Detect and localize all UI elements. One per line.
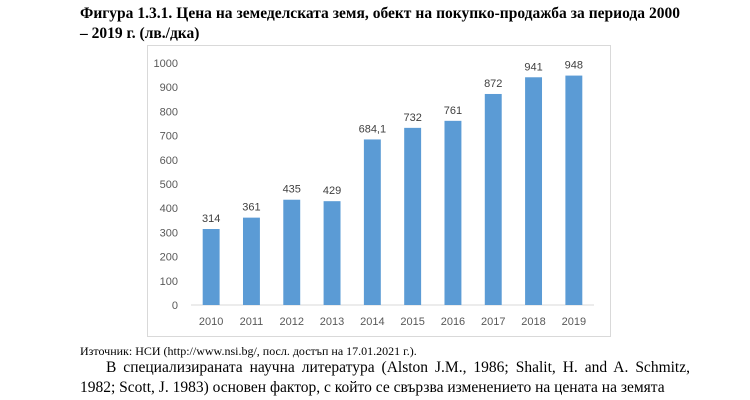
bar [404, 127, 422, 305]
bar-chart: 0 100 200 300 400 500 600 700 800 900 1000 314 2010 3… [154, 58, 594, 328]
x-tick-label: 2017 [481, 316, 505, 328]
x-tick-label: 2014 [360, 316, 384, 328]
data-label: 948 [565, 60, 583, 72]
bar [283, 199, 301, 305]
data-label: 429 [323, 185, 341, 197]
y-tick-label: 0 [172, 300, 178, 312]
bar [525, 77, 543, 305]
y-tick-label: 100 [160, 276, 178, 288]
data-label: 361 [242, 202, 260, 214]
y-tick-label: 500 [160, 179, 178, 191]
x-tick-label: 2010 [199, 316, 223, 328]
bar [363, 139, 381, 305]
bar [444, 120, 462, 305]
bar [242, 217, 260, 305]
y-tick-label: 700 [160, 131, 178, 143]
y-tick-label: 900 [160, 82, 178, 94]
bar [565, 75, 583, 305]
data-label: 941 [524, 61, 542, 73]
body-paragraph: В специализираната научна литература (Al… [80, 359, 690, 396]
x-tick-label: 2016 [441, 316, 465, 328]
chart-area: 0 100 200 300 400 500 600 700 800 900 1000 314 2010 3… [147, 45, 611, 337]
x-tick-label: 2019 [562, 316, 586, 328]
bar [323, 201, 341, 305]
data-label: 872 [484, 78, 502, 90]
data-label: 732 [403, 112, 421, 124]
x-tick-label: 2015 [400, 316, 424, 328]
data-label: 761 [444, 105, 462, 117]
y-tick-label: 200 [160, 252, 178, 264]
x-tick-label: 2018 [521, 316, 545, 328]
y-tick-label: 400 [160, 203, 178, 215]
y-tick-label: 300 [160, 227, 178, 239]
y-tick-label: 600 [160, 155, 178, 167]
x-tick-label: 2012 [280, 316, 304, 328]
bar [484, 93, 502, 305]
source-note: Източник: НСИ (http://www.nsi.bg/, посл.… [80, 344, 417, 358]
data-label: 314 [202, 213, 220, 225]
figure-caption: Фигура 1.3.1. Цена на земеделската земя,… [80, 5, 680, 42]
x-tick-label: 2013 [320, 316, 344, 328]
y-tick-label: 800 [160, 106, 178, 118]
x-tick-label: 2011 [240, 316, 264, 328]
data-label: 684,1 [359, 123, 387, 135]
y-tick-label: 1000 [154, 58, 178, 70]
data-label: 435 [283, 184, 301, 196]
bar [202, 229, 220, 305]
